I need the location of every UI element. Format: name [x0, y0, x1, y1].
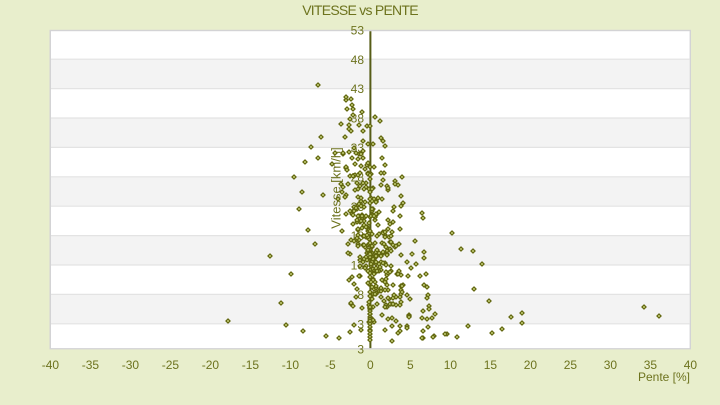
- svg-text:20: 20: [524, 358, 538, 372]
- svg-text:53: 53: [351, 23, 365, 37]
- svg-text:-15: -15: [242, 358, 260, 372]
- svg-text:10: 10: [444, 358, 458, 372]
- svg-text:Vitesse [km/h]: Vitesse [km/h]: [329, 147, 344, 228]
- svg-text:43: 43: [351, 82, 365, 96]
- svg-text:0: 0: [367, 358, 374, 372]
- svg-text:VITESSE vs PENTE: VITESSE vs PENTE: [302, 2, 418, 18]
- svg-text:3: 3: [357, 317, 364, 331]
- svg-text:-20: -20: [202, 358, 220, 372]
- svg-text:35: 35: [644, 358, 658, 372]
- svg-text:30: 30: [604, 358, 618, 372]
- svg-text:-5: -5: [325, 358, 336, 372]
- svg-text:5: 5: [407, 358, 414, 372]
- svg-text:-30: -30: [122, 358, 140, 372]
- svg-text:-10: -10: [282, 358, 300, 372]
- svg-text:48: 48: [351, 53, 365, 67]
- svg-text:-25: -25: [162, 358, 180, 372]
- svg-text:-35: -35: [82, 358, 100, 372]
- svg-text:15: 15: [484, 358, 498, 372]
- svg-text:25: 25: [564, 358, 578, 372]
- svg-text:3: 3: [357, 342, 364, 356]
- svg-text:8: 8: [357, 288, 364, 302]
- svg-text:-40: -40: [42, 358, 60, 372]
- svg-text:Pente [%]: Pente [%]: [638, 370, 690, 384]
- svg-text:40: 40: [684, 358, 698, 372]
